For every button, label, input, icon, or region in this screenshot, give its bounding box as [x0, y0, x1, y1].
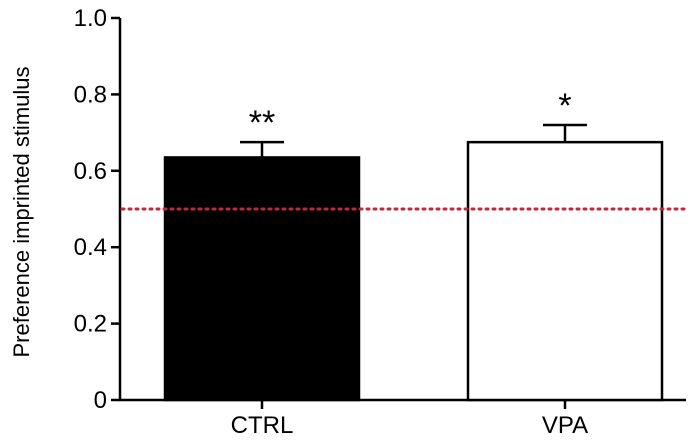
- x-tick-label: VPA: [542, 412, 588, 439]
- y-tick-label: 0.8: [74, 81, 107, 108]
- y-axis-label: Preference imprinted stimulus: [9, 66, 34, 357]
- significance-marker: *: [558, 87, 571, 125]
- y-axis: 0 0.2 0.4 0.6 0.8 1.0: [74, 5, 122, 414]
- y-tick-label: 0.6: [74, 158, 107, 185]
- bar-ctrl: [163, 156, 361, 402]
- x-axis: CTRL VPA: [119, 398, 686, 439]
- y-tick-label: 0.4: [74, 234, 107, 261]
- bar-vpa: [466, 140, 664, 402]
- y-tick-label: 1.0: [74, 5, 107, 32]
- significance-marker: **: [249, 104, 275, 142]
- labels: Preference imprinted stimulus: [9, 66, 34, 357]
- bars: ** *: [163, 87, 664, 402]
- x-tick-label: CTRL: [231, 412, 294, 439]
- y-tick-label: 0: [94, 387, 107, 414]
- y-tick-label: 0.2: [74, 311, 107, 338]
